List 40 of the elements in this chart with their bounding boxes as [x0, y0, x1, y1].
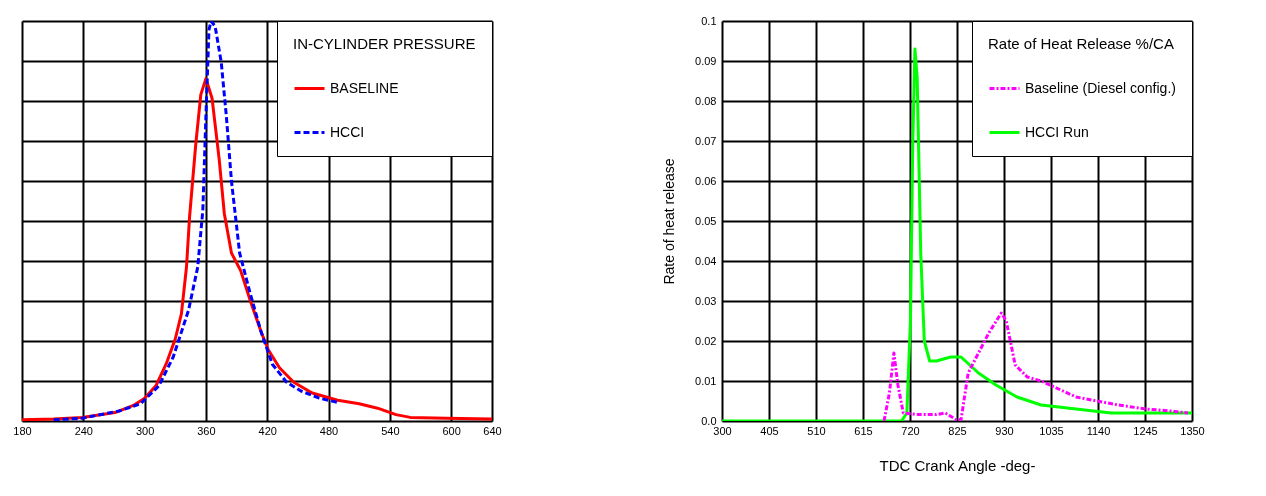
x-tick-label: 300 — [135, 424, 155, 437]
y-tick-label: 0.1 — [701, 14, 717, 27]
x-tick-label: 300 — [713, 424, 732, 437]
x-tick-label: 540 — [381, 424, 400, 437]
y-tick-label: 0.09 — [695, 54, 717, 67]
y-tick-label: 0.04 — [695, 254, 717, 267]
x-tick-label: 420 — [258, 424, 277, 437]
y-axis-title: Rate of heat release — [661, 158, 678, 285]
y-tick-label: 0.01 — [695, 374, 717, 387]
x-tick-label: 615 — [854, 424, 873, 437]
y-tick-label: 0.06 — [695, 174, 717, 187]
x-tick-label: 360 — [197, 424, 216, 437]
x-tick-label: 1035 — [1039, 424, 1064, 437]
y-tick-label: 0.02 — [695, 334, 717, 347]
x-tick-label: 1245 — [1133, 424, 1158, 437]
x-axis-title: TDC Crank Angle -deg- — [879, 456, 1036, 474]
x-tick-label: 180 — [13, 424, 32, 437]
x-tick-label: 405 — [760, 424, 779, 437]
x-tick-label: 510 — [807, 424, 826, 437]
legend-label: HCCI — [330, 123, 365, 140]
x-tick-label: 600 — [442, 424, 461, 437]
legend-label: HCCI Run — [1025, 123, 1089, 140]
x-tick-label: 1350 — [1180, 424, 1205, 437]
legend-label: Baseline (Diesel config.) — [1025, 79, 1176, 96]
y-tick-label: 0.0 — [701, 414, 717, 427]
x-tick-label: 480 — [319, 424, 339, 437]
legend-label: BASELINE — [330, 79, 399, 96]
x-tick-label: 720 — [901, 424, 920, 437]
x-tick-label: 930 — [995, 424, 1014, 437]
y-tick-label: 0.07 — [695, 134, 717, 147]
line-series — [882, 311, 1190, 421]
y-tick-label: 0.05 — [695, 214, 717, 227]
x-tick-label: 825 — [948, 424, 967, 437]
legend-title: IN-CYLINDER PRESSURE — [293, 35, 476, 52]
x-tick-label: 1140 — [1086, 424, 1111, 437]
x-tick-label: 240 — [74, 424, 93, 437]
x-tick-label: 640 — [483, 424, 502, 437]
y-tick-label: 0.03 — [695, 294, 717, 307]
y-tick-label: 0.08 — [695, 94, 717, 107]
legend-title: Rate of Heat Release %/CA — [988, 35, 1174, 52]
